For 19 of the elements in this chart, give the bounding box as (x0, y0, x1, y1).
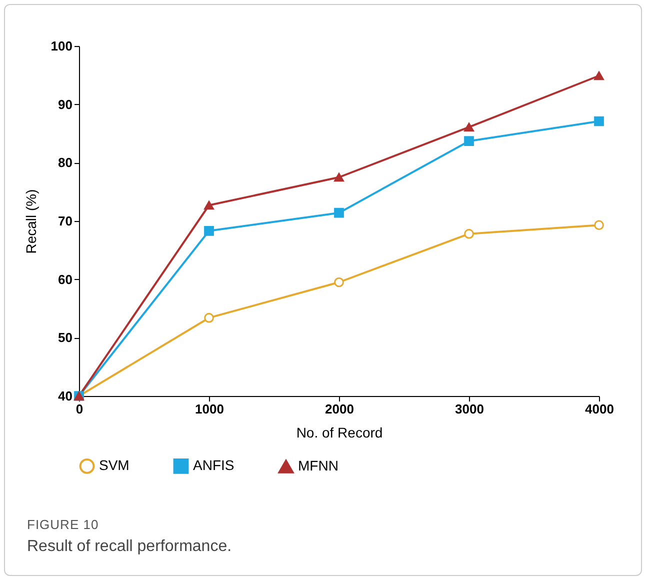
text: Result of recall performance. (27, 538, 232, 556)
x-tick-label: 0 (76, 402, 84, 416)
y-tick-label: 40 (58, 388, 72, 404)
y-tick-label: 60 (58, 272, 72, 287)
x-tick-label: 3000 (455, 402, 484, 416)
y-tick-label: 80 (58, 155, 72, 170)
x-tick-label: 1000 (195, 402, 224, 416)
x-axis-title: No. of Record (296, 424, 383, 440)
y-tick-label: 100 (50, 38, 72, 54)
caption: FIGURE 10 (27, 517, 99, 532)
y-tick-label: 50 (58, 330, 72, 346)
y-axis-title: Recall (%) (22, 189, 39, 254)
x-tick-label: 2000 (325, 402, 354, 416)
legend-label: SVM (99, 457, 130, 474)
y-tick-label: 70 (58, 214, 72, 228)
x-tick-label: 4000 (585, 402, 614, 416)
legend-label: ANFIS (193, 457, 234, 474)
y-tick-label: 90 (58, 96, 72, 112)
legend-label: MFNN (298, 458, 338, 474)
